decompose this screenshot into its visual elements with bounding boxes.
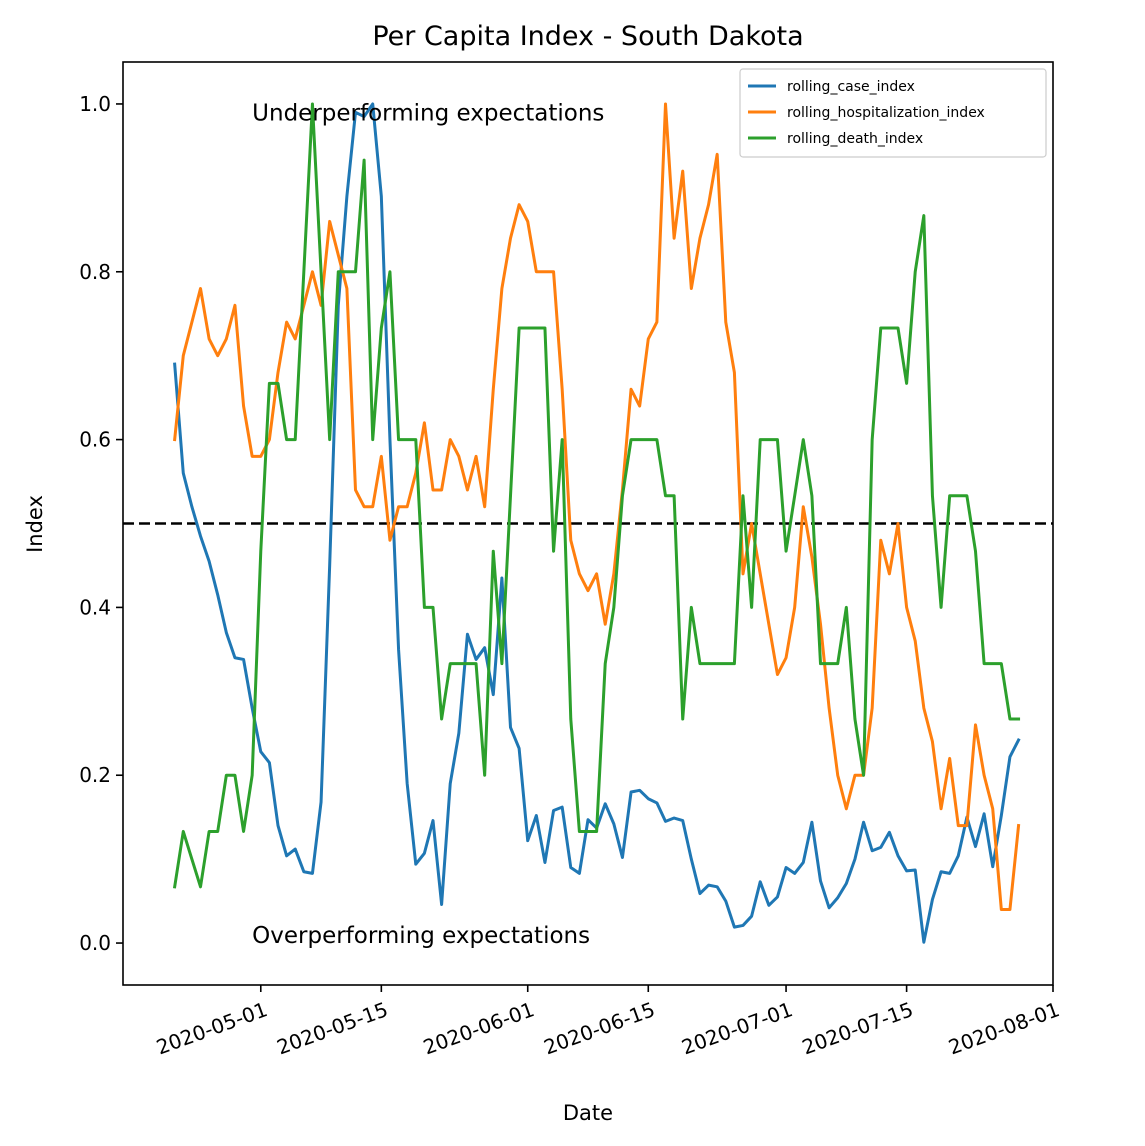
y-tick-label: 0.8 xyxy=(79,260,111,284)
plot-frame xyxy=(122,61,1054,986)
x-axis-title: Date xyxy=(563,1101,613,1125)
annotation-overperforming: Overperforming expectations xyxy=(252,923,590,949)
annotation-underperforming: Underperforming expectations xyxy=(252,101,604,127)
y-axis-title: Index xyxy=(23,495,47,553)
legend-box xyxy=(739,68,1047,158)
y-tick-label: 0.0 xyxy=(79,931,111,955)
legend-label-rolling-death-index: rolling_death_index xyxy=(787,131,923,147)
plot-area: Underperforming expectations Overperformi… xyxy=(123,101,1053,949)
series-line-rolling-hospitalization-index xyxy=(173,102,1021,911)
y-tick-label: 1.0 xyxy=(79,92,111,116)
plot-clip-group xyxy=(123,102,1053,944)
chart-title: Per Capita Index - South Dakota xyxy=(372,21,803,52)
legend-label-rolling-case-index: rolling_case_index xyxy=(787,79,915,95)
legend: rolling_case_index rolling_hospitalizatio… xyxy=(739,68,1047,158)
series-line-rolling-death-index xyxy=(172,102,1021,889)
legend-label-rolling-hospitalization-index: rolling_hospitalization_index xyxy=(787,105,985,121)
y-tick-label: 0.6 xyxy=(79,428,111,452)
y-tick-label: 0.4 xyxy=(79,595,111,619)
y-tick-label: 0.2 xyxy=(79,763,111,787)
